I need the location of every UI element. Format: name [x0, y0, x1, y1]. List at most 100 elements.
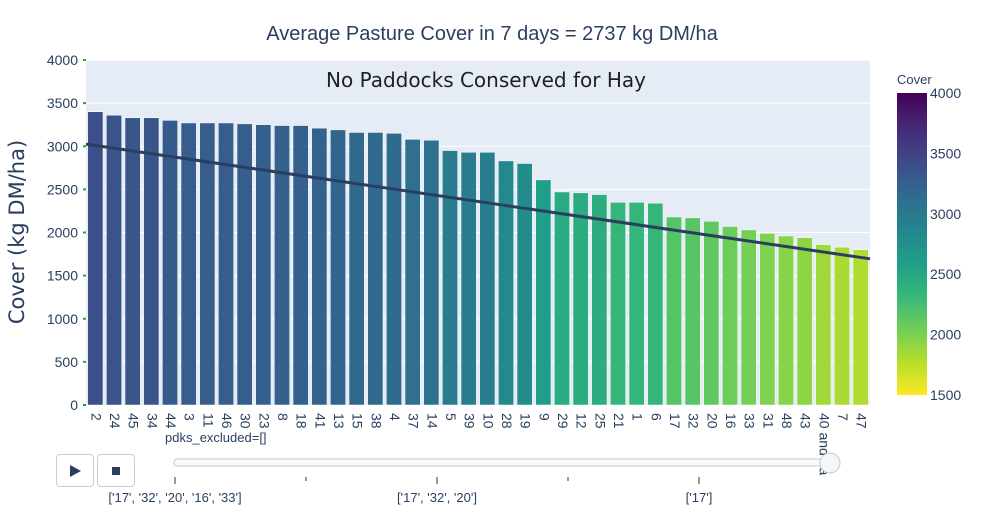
y-tick-label: 1000 — [47, 311, 78, 327]
trend-line — [85, 142, 871, 261]
y-tick-label: 3000 — [47, 138, 78, 154]
bar — [591, 194, 608, 406]
slider-current-value: pdks_excluded=[] — [165, 430, 267, 445]
x-tick-label: 3 — [182, 413, 198, 421]
chart-title: Average Pasture Cover in 7 days = 2737 k… — [266, 23, 718, 45]
bar — [516, 163, 533, 406]
y-tick-label: 4000 — [47, 52, 78, 68]
x-axis-ticks: 2 24 45 34 44 3 11 46 30 23 8 18 41 13 15 38 4 37 14 5 39 10 2… — [88, 413, 869, 475]
colorbar-ticks: 1500 2000 2500 3000 3500 4000 — [930, 85, 961, 403]
bar — [404, 139, 421, 406]
bar — [255, 124, 272, 406]
x-tick-label: 12 — [574, 413, 590, 429]
bar — [703, 221, 720, 406]
bar — [722, 226, 738, 406]
x-tick-label: 34 — [144, 413, 160, 429]
bar — [610, 202, 626, 406]
slider-step-label: ['17'] — [686, 490, 713, 505]
bar — [647, 202, 664, 406]
bar — [367, 132, 384, 406]
x-tick-label: 4 — [387, 413, 403, 421]
bar — [143, 117, 160, 406]
y-tick-label: 2000 — [47, 225, 78, 241]
x-tick-label: 21 — [611, 413, 627, 429]
colorbar-tick-label: 2500 — [930, 266, 961, 282]
x-tick-label: 44 — [163, 413, 179, 429]
x-tick-label: 15 — [350, 413, 366, 429]
bar — [218, 122, 234, 406]
x-tick-label: 11 — [200, 413, 216, 428]
x-tick-label: 38 — [368, 413, 384, 429]
x-tick-label: 16 — [723, 413, 739, 429]
bar — [852, 249, 869, 406]
chart-annotation: No Paddocks Conserved for Hay — [326, 68, 646, 92]
bar — [423, 139, 440, 406]
x-tick-label: 23 — [256, 413, 272, 429]
x-tick-label: 1 — [630, 413, 646, 421]
y-tick-label: 3500 — [47, 95, 78, 111]
y-axis-ticks: 0 500 1000 1500 2000 2500 3000 3500 4000 — [47, 52, 86, 413]
bar — [740, 229, 757, 406]
bar — [628, 202, 645, 406]
x-tick-label: 48 — [779, 413, 795, 429]
stop-button[interactable] — [97, 454, 135, 487]
bar — [199, 122, 216, 406]
colorbar-tick-label: 1500 — [930, 387, 961, 403]
x-tick-label: 9 — [536, 413, 552, 421]
slider-rail[interactable] — [173, 458, 831, 467]
bar — [498, 160, 514, 406]
y-tick-label: 0 — [70, 397, 78, 413]
x-tick-label: 18 — [294, 413, 310, 429]
bar — [554, 191, 570, 406]
y-axis-title: Cover (kg DM/ha) — [5, 140, 29, 324]
gridlines — [86, 59, 870, 363]
x-tick-label: 2 — [88, 413, 104, 421]
colorbar-tick-label: 2000 — [930, 327, 961, 343]
bar — [292, 125, 309, 406]
slider-ticks: ['17', '32', '20', '16', '33'] ['17', '32… — [108, 477, 712, 505]
x-tick-label: 6 — [648, 413, 664, 421]
bar — [348, 132, 365, 406]
y-tick-label: 500 — [55, 354, 79, 370]
bar — [572, 192, 589, 406]
x-tick-label: 17 — [667, 413, 683, 429]
bar — [106, 114, 122, 406]
slider-handle[interactable] — [819, 452, 841, 474]
play-icon — [70, 465, 81, 477]
bar — [87, 111, 104, 406]
bar-series — [87, 111, 869, 406]
bar — [535, 179, 552, 406]
bar — [759, 233, 776, 406]
bar — [460, 152, 477, 406]
colorbar-tick-label: 3000 — [930, 206, 961, 222]
bar — [236, 123, 253, 406]
stop-icon — [112, 467, 120, 475]
colorbar: Cover 1500 2000 2500 3000 3500 4000 — [897, 72, 961, 403]
x-tick-label: 29 — [555, 413, 571, 429]
x-tick-label: 33 — [742, 413, 758, 429]
play-button[interactable] — [56, 454, 94, 487]
colorbar-gradient — [897, 93, 927, 395]
bar — [442, 150, 458, 406]
colorbar-title: Cover — [897, 72, 932, 87]
colorbar-tick-label: 3500 — [930, 145, 961, 161]
x-tick-label: 37 — [406, 413, 422, 429]
slider-step-label: ['17', '32', '20', '16', '33'] — [108, 490, 241, 505]
y-tick-label: 1500 — [47, 268, 78, 284]
x-tick-label: 46 — [219, 413, 235, 429]
bar — [311, 127, 328, 406]
bar — [479, 152, 496, 406]
bar — [666, 216, 682, 406]
x-tick-label: 39 — [462, 413, 478, 429]
slider[interactable]: pdks_excluded=[] ['17', '32', '20', '16'… — [108, 430, 841, 505]
x-tick-label: 43 — [798, 413, 814, 429]
x-tick-label: 24 — [107, 413, 123, 429]
x-tick-label: 19 — [518, 413, 534, 429]
bar — [180, 122, 197, 406]
colorbar-tick-label: 4000 — [930, 85, 961, 101]
bar — [684, 217, 701, 406]
x-tick-label: 41 — [312, 413, 328, 429]
bar — [274, 125, 290, 406]
x-tick-label: 13 — [331, 413, 347, 429]
